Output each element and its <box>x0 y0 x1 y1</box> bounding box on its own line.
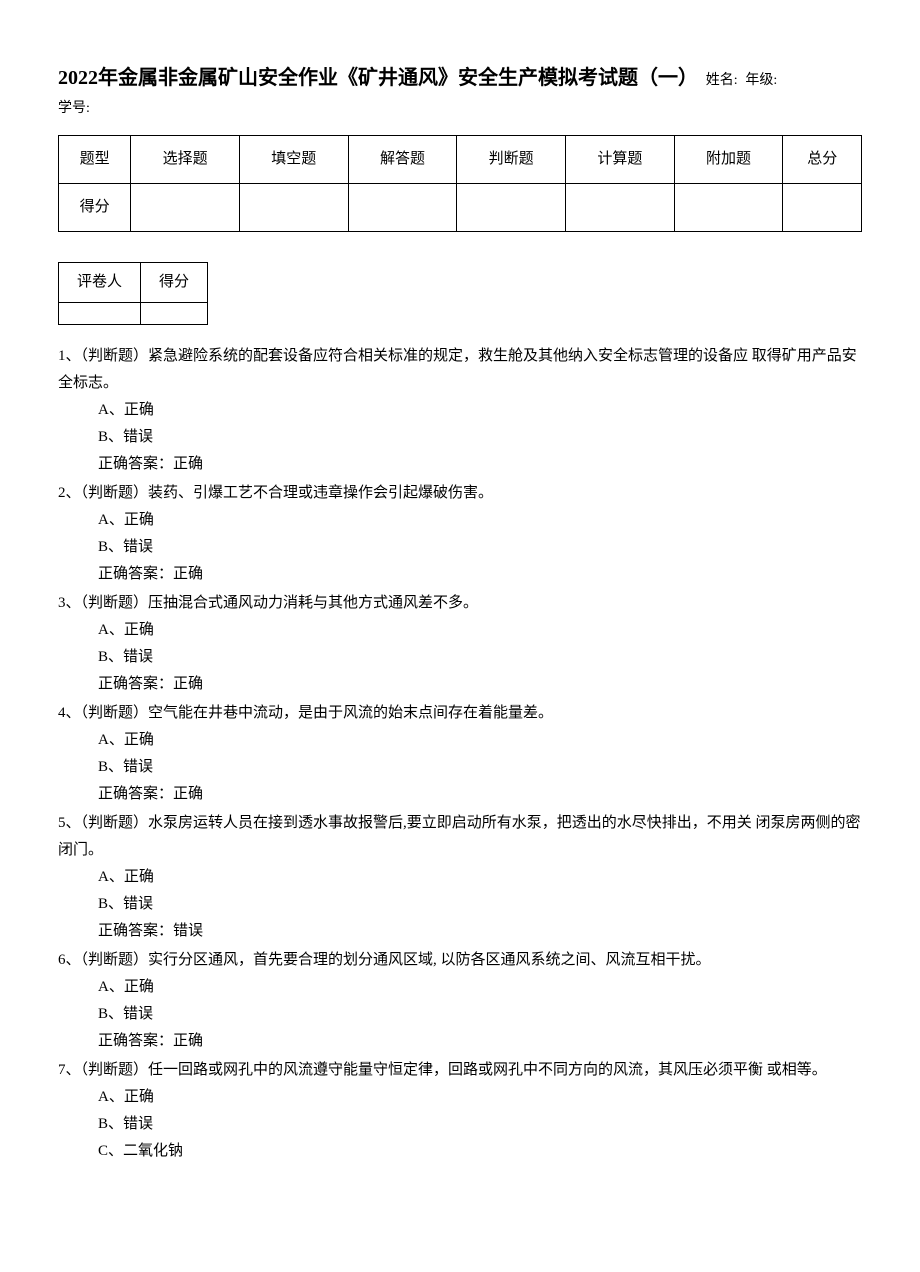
question: 1、（判断题）紧急避险系统的配套设备应符合相关标准的规定，救生舱及其他纳入安全标… <box>58 343 862 478</box>
grader-score-label: 得分 <box>141 263 208 303</box>
question: 6、（判断题）实行分区通风，首先要合理的划分通风区域, 以防各区通风系统之间、风… <box>58 947 862 1055</box>
question: 7、（判断题）任一回路或网孔中的风流遵守能量守恒定律，回路或网孔中不同方向的风流… <box>58 1057 862 1165</box>
score-table: 题型 选择题 填空题 解答题 判断题 计算题 附加题 总分 得分 <box>58 135 862 232</box>
question-answer: 正确答案：正确 <box>58 1028 862 1055</box>
score-table-header: 计算题 <box>566 136 675 184</box>
question-option: A、正确 <box>58 864 862 891</box>
question: 3、（判断题）压抽混合式通风动力消耗与其他方式通风差不多。A、正确B、错误正确答… <box>58 590 862 698</box>
score-table-header: 题型 <box>59 136 131 184</box>
question-stem: 1、（判断题）紧急避险系统的配套设备应符合相关标准的规定，救生舱及其他纳入安全标… <box>58 343 862 397</box>
score-cell <box>566 184 675 232</box>
score-cell <box>457 184 566 232</box>
question-option: B、错误 <box>58 1001 862 1028</box>
question-stem: 3、（判断题）压抽混合式通风动力消耗与其他方式通风差不多。 <box>58 590 862 617</box>
question-stem: 2、（判断题）装药、引爆工艺不合理或违章操作会引起爆破伤害。 <box>58 480 862 507</box>
score-table-header: 附加题 <box>674 136 783 184</box>
grade-label: 年级: <box>745 73 777 88</box>
grader-table: 评卷人 得分 <box>58 262 208 325</box>
score-row-label: 得分 <box>59 184 131 232</box>
question-option: A、正确 <box>58 617 862 644</box>
question-option: A、正确 <box>58 1084 862 1111</box>
question-option: A、正确 <box>58 397 862 424</box>
question-option: B、错误 <box>58 754 862 781</box>
question-stem: 5、（判断题）水泵房运转人员在接到透水事故报警后,要立即启动所有水泵，把透出的水… <box>58 810 862 864</box>
question-answer: 正确答案：错误 <box>58 918 862 945</box>
question-answer: 正确答案：正确 <box>58 671 862 698</box>
question-stem: 6、（判断题）实行分区通风，首先要合理的划分通风区域, 以防各区通风系统之间、风… <box>58 947 862 974</box>
questions-container: 1、（判断题）紧急避险系统的配套设备应符合相关标准的规定，救生舱及其他纳入安全标… <box>58 343 862 1165</box>
question-option: B、错误 <box>58 644 862 671</box>
score-cell <box>783 184 862 232</box>
question-option: B、错误 <box>58 424 862 451</box>
score-table-score-row: 得分 <box>59 184 862 232</box>
question-answer: 正确答案：正确 <box>58 781 862 808</box>
score-cell <box>348 184 457 232</box>
question: 4、（判断题）空气能在井巷中流动，是由于风流的始末点间存在着能量差。A、正确B、… <box>58 700 862 808</box>
question-option: B、错误 <box>58 891 862 918</box>
score-cell <box>239 184 348 232</box>
page-title: 2022年金属非金属矿山安全作业《矿井通风》安全生产模拟考试题（一） <box>58 67 698 89</box>
question: 5、（判断题）水泵房运转人员在接到透水事故报警后,要立即启动所有水泵，把透出的水… <box>58 810 862 945</box>
score-table-header: 选择题 <box>131 136 240 184</box>
question-answer: 正确答案：正确 <box>58 451 862 478</box>
score-table-header: 填空题 <box>239 136 348 184</box>
id-label: 学号: <box>58 96 862 121</box>
question-option: A、正确 <box>58 727 862 754</box>
question-stem: 4、（判断题）空气能在井巷中流动，是由于风流的始末点间存在着能量差。 <box>58 700 862 727</box>
name-label: 姓名: <box>706 73 738 88</box>
score-cell <box>674 184 783 232</box>
grader-score-cell <box>141 303 208 325</box>
score-cell <box>131 184 240 232</box>
question-option: A、正确 <box>58 507 862 534</box>
score-table-header: 解答题 <box>348 136 457 184</box>
question-option: B、错误 <box>58 534 862 561</box>
question-answer: 正确答案：正确 <box>58 561 862 588</box>
question-option: A、正确 <box>58 974 862 1001</box>
grader-label: 评卷人 <box>59 263 141 303</box>
question-option: C、二氧化钠 <box>58 1138 862 1165</box>
question: 2、（判断题）装药、引爆工艺不合理或违章操作会引起爆破伤害。A、正确B、错误正确… <box>58 480 862 588</box>
score-table-header: 判断题 <box>457 136 566 184</box>
question-option: B、错误 <box>58 1111 862 1138</box>
score-table-header-row: 题型 选择题 填空题 解答题 判断题 计算题 附加题 总分 <box>59 136 862 184</box>
score-table-header: 总分 <box>783 136 862 184</box>
grader-cell <box>59 303 141 325</box>
question-stem: 7、（判断题）任一回路或网孔中的风流遵守能量守恒定律，回路或网孔中不同方向的风流… <box>58 1057 862 1084</box>
